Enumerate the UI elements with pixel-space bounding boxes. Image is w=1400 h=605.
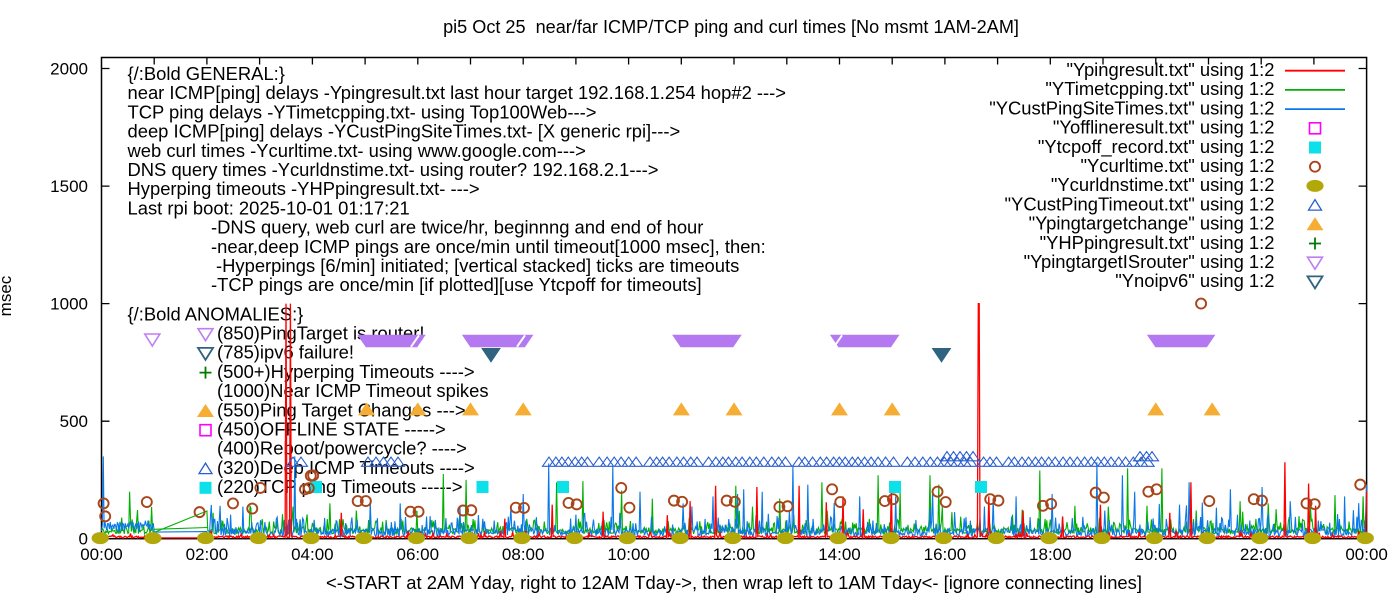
svg-text:12:00: 12:00 bbox=[713, 545, 756, 564]
svg-text:"YpingtargetISrouter" using 1:: "YpingtargetISrouter" using 1:2 bbox=[1024, 251, 1275, 272]
svg-text:18:00: 18:00 bbox=[1029, 545, 1072, 564]
svg-text:-near,deep ICMP pings are once: -near,deep ICMP pings are once/min until… bbox=[211, 236, 766, 257]
svg-text:<-START at 2AM Yday, right to: <-START at 2AM Yday, right to 12AM Tday-… bbox=[326, 572, 1142, 593]
svg-text:"Ynoipv6" using 1:2: "Ynoipv6" using 1:2 bbox=[1115, 270, 1274, 291]
svg-text:near ICMP[ping] delays -Ypingr: near ICMP[ping] delays -Ypingresult.txt … bbox=[128, 82, 787, 103]
svg-text:00:00: 00:00 bbox=[1345, 545, 1388, 564]
svg-text:(220)TCP ping Timeouts ----->: (220)TCP ping Timeouts -----> bbox=[217, 476, 462, 497]
svg-text:(550)Ping Target Changes --->: (550)Ping Target Changes ---> bbox=[217, 399, 466, 420]
svg-text:"Ytcpoff_record.txt" using 1:2: "Ytcpoff_record.txt" using 1:2 bbox=[1038, 136, 1275, 158]
svg-text:06:00: 06:00 bbox=[397, 545, 440, 564]
svg-text:Hyperping timeouts -YHPpingres: Hyperping timeouts -YHPpingresult.txt- -… bbox=[128, 178, 480, 199]
svg-text:-DNS query, web curl are twice: -DNS query, web curl are twice/hr, begin… bbox=[211, 217, 703, 238]
svg-text:(320)Deep ICMP Timeouts ---->: (320)Deep ICMP Timeouts ----> bbox=[217, 457, 475, 478]
svg-text:"Ypingtargetchange" using 1:2: "Ypingtargetchange" using 1:2 bbox=[1029, 213, 1275, 234]
svg-text:"Yofflineresult.txt" using 1:2: "Yofflineresult.txt" using 1:2 bbox=[1053, 117, 1275, 138]
svg-text:(400)Reboot/powercycle? ---->: (400)Reboot/powercycle? ----> bbox=[217, 438, 467, 459]
svg-text:-TCP pings are once/min [if pl: -TCP pings are once/min [if plotted][use… bbox=[211, 274, 702, 295]
svg-text:"YCustPingSiteTimes.txt" using: "YCustPingSiteTimes.txt" using 1:2 bbox=[989, 97, 1274, 118]
svg-text:1500: 1500 bbox=[50, 177, 88, 196]
svg-text:"Ypingresult.txt" using 1:2: "Ypingresult.txt" using 1:2 bbox=[1067, 59, 1275, 80]
svg-text:web curl times -Ycurltime.txt-: web curl times -Ycurltime.txt- using www… bbox=[127, 140, 586, 161]
svg-text:"YHPpingresult.txt" using 1:2: "YHPpingresult.txt" using 1:2 bbox=[1040, 232, 1275, 253]
svg-text:20:00: 20:00 bbox=[1134, 545, 1177, 564]
svg-text:2000: 2000 bbox=[50, 60, 88, 79]
svg-text:msec: msec bbox=[0, 275, 15, 316]
svg-text:1000: 1000 bbox=[50, 295, 88, 314]
svg-text:0: 0 bbox=[79, 530, 88, 549]
svg-text:02:00: 02:00 bbox=[186, 545, 229, 564]
svg-text:00:00: 00:00 bbox=[80, 545, 123, 564]
svg-text:(500+)Hyperping Timeouts ---->: (500+)Hyperping Timeouts ----> bbox=[217, 361, 475, 382]
svg-text:16:00: 16:00 bbox=[924, 545, 967, 564]
svg-text:(1000)Near ICMP Timeout spikes: (1000)Near ICMP Timeout spikes bbox=[217, 380, 489, 401]
svg-text:{/:Bold GENERAL:}: {/:Bold GENERAL:} bbox=[128, 63, 285, 84]
svg-text:pi5 Oct 25 near/far ICMP/TCP: pi5 Oct 25 near/far ICMP/TCP ping and cu… bbox=[443, 17, 1019, 37]
svg-text:Last rpi boot: 2025-10-01 01:1: Last rpi boot: 2025-10-01 01:17:21 bbox=[128, 197, 410, 218]
svg-text:(450)OFFLINE STATE ----->: (450)OFFLINE STATE -----> bbox=[217, 419, 446, 440]
svg-text:{/:Bold ANOMALIES:}: {/:Bold ANOMALIES:} bbox=[128, 303, 304, 324]
svg-text:TCP ping delays -YTimetcpping.: TCP ping delays -YTimetcpping.txt- using… bbox=[128, 101, 597, 122]
svg-text:deep ICMP[ping] delays -YCustP: deep ICMP[ping] delays -YCustPingSiteTim… bbox=[128, 121, 681, 142]
svg-text:"Ycurldnstime.txt" using 1:2: "Ycurldnstime.txt" using 1:2 bbox=[1051, 174, 1275, 195]
svg-text:DNS query times -Ycurldnstime.: DNS query times -Ycurldnstime.txt- using… bbox=[128, 159, 659, 180]
svg-text:14:00: 14:00 bbox=[818, 545, 861, 564]
svg-text:500: 500 bbox=[60, 412, 88, 431]
svg-text:04:00: 04:00 bbox=[291, 545, 334, 564]
svg-text:"YCustPingTimeout.txt" using 1: "YCustPingTimeout.txt" using 1:2 bbox=[1005, 193, 1275, 214]
svg-text:"YTimetcpping.txt" using 1:2: "YTimetcpping.txt" using 1:2 bbox=[1045, 78, 1274, 99]
svg-text:-Hyperpings [6/min] initiated;: -Hyperpings [6/min] initiated; [vertical… bbox=[216, 255, 739, 276]
svg-text:"Ycurltime.txt" using 1:2: "Ycurltime.txt" using 1:2 bbox=[1081, 155, 1275, 176]
svg-text:08:00: 08:00 bbox=[502, 545, 545, 564]
svg-text:10:00: 10:00 bbox=[607, 545, 650, 564]
svg-text:22:00: 22:00 bbox=[1240, 545, 1283, 564]
